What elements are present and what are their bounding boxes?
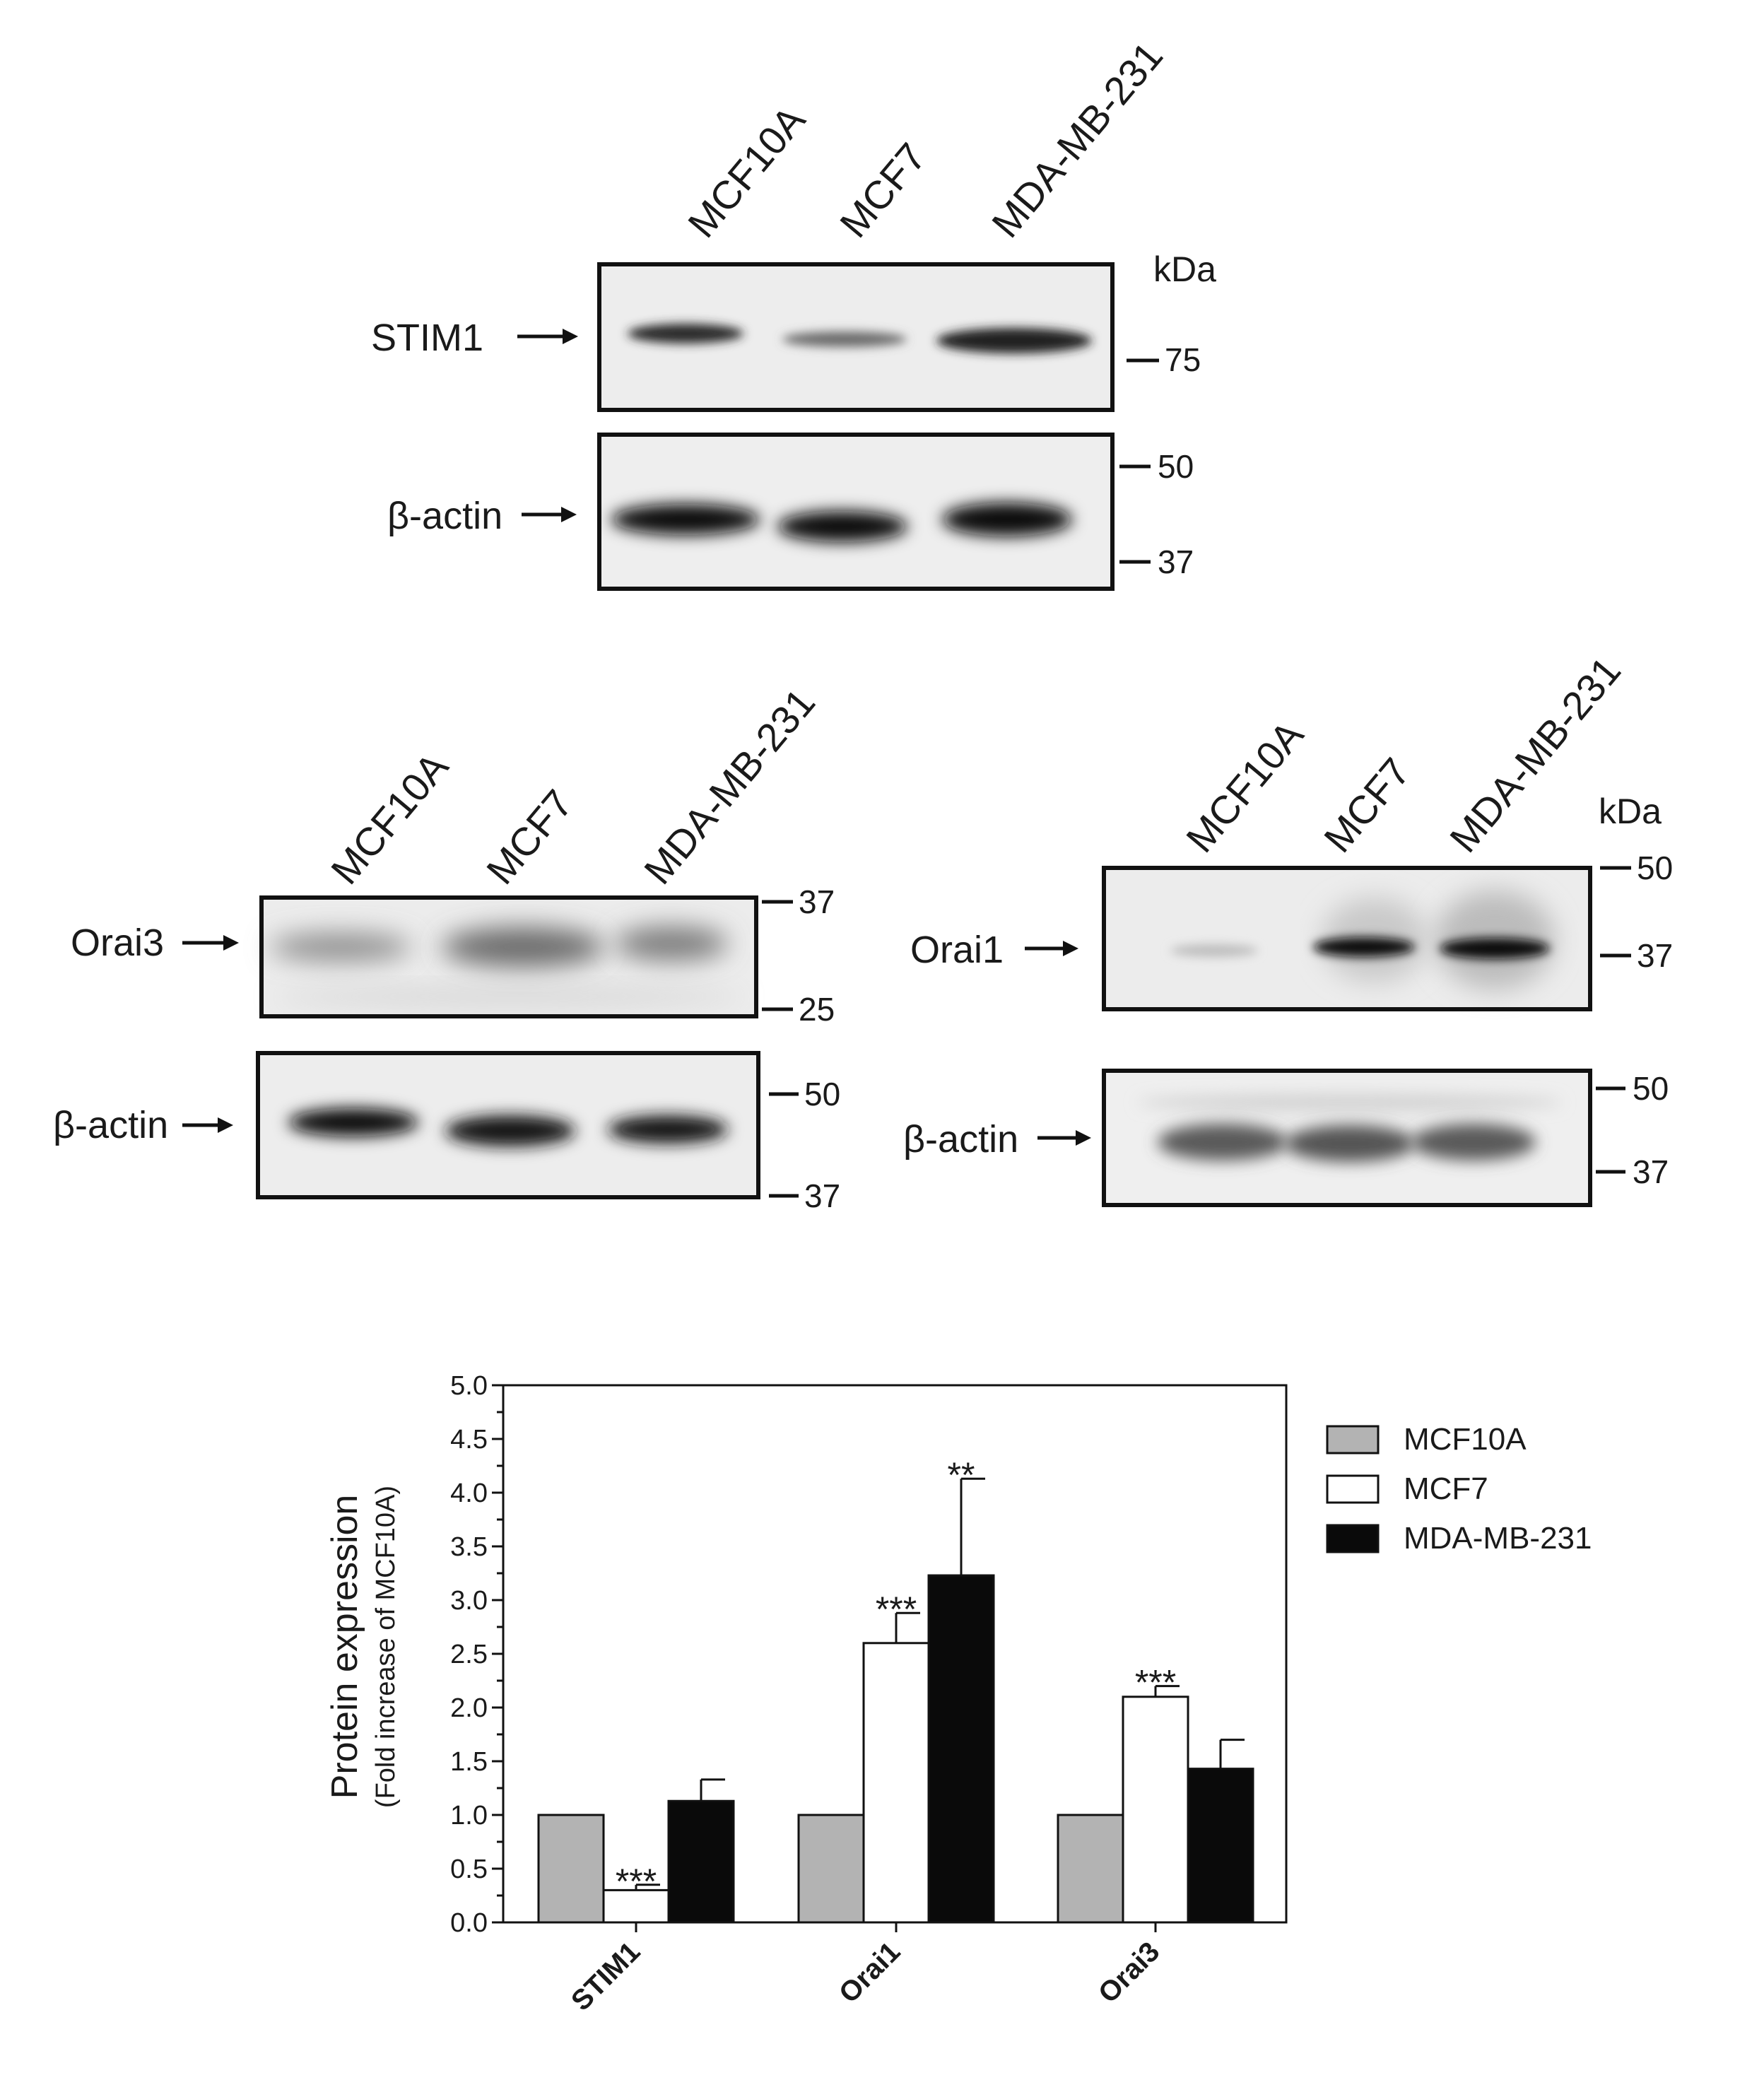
y-tick-label: 1.0: [450, 1801, 488, 1830]
marker-37: 37: [1158, 543, 1194, 580]
bar-mcf10a-stim1: [537, 1814, 605, 1924]
band-orai1-mcf10a: [1170, 944, 1258, 957]
marker-50: 50: [804, 1076, 840, 1112]
legend: MCF10A MCF7 MDA-MB-231: [1326, 1422, 1592, 1556]
y-tick-label: 3.5: [450, 1532, 488, 1562]
lane-label-mcf7: MCF7: [478, 781, 581, 892]
marker-50: 50: [1158, 448, 1194, 485]
y-tick-label: 4.0: [450, 1479, 488, 1508]
band-actin-right-mda: [1411, 1124, 1536, 1160]
legend-label: MDA-MB-231: [1404, 1521, 1592, 1556]
stim1-label: STIM1: [371, 317, 483, 359]
lane-label-mda-mb-231: MDA-MB-231: [983, 33, 1171, 245]
band-actin-top-mcf10a: [611, 504, 760, 535]
lane-label-mcf10a: MCF10A: [1177, 712, 1312, 860]
y-tick-label: 1.5: [450, 1747, 488, 1777]
y-axis-title: Protein expression: [324, 1495, 365, 1799]
arrow-icon: [182, 935, 239, 951]
marker-50: 50: [1637, 850, 1673, 886]
x-tick-label: STIM1: [565, 1936, 646, 2016]
lane-label-mcf7: MCF7: [1315, 749, 1418, 860]
marker-37: 37: [1637, 937, 1673, 974]
significance-label: ***: [1135, 1663, 1176, 1703]
blot-top: MCF10A MCF7 MDA-MB-231 kDa STIM1 75 β-ac…: [371, 33, 1216, 591]
legend-swatch: [1326, 1474, 1380, 1504]
orai1-label: Orai1: [910, 929, 1004, 971]
band-stim1-mda: [936, 328, 1092, 353]
bar-mcf7-orai3: [1122, 1696, 1189, 1924]
actin-label-left: β-actin: [53, 1104, 168, 1146]
legend-label: MCF10A: [1404, 1422, 1527, 1457]
actin-panel-right: [1102, 1069, 1592, 1207]
kda-label: kDa: [1153, 249, 1216, 289]
band-stim1-mcf7: [782, 331, 907, 347]
kda-label: kDa: [1599, 792, 1662, 831]
blot-left: MCF10A MCF7 MDA-MB-231 Orai3 37 25 β-act…: [53, 680, 840, 1214]
orai1-panel: [1102, 866, 1592, 1011]
band-actin-top-mda: [942, 503, 1072, 536]
y-tick-label: 4.5: [450, 1425, 488, 1455]
band-actin-left-mcf7: [445, 1115, 575, 1146]
blot-right: MCF10A MCF7 MDA-MB-231 kDa Orai1 50 37: [903, 648, 1673, 1207]
band-actin-left-mda: [608, 1115, 728, 1144]
band-actin-left-mcf10a: [288, 1108, 418, 1136]
marker-37: 37: [1633, 1153, 1669, 1190]
actin-panel-left: [256, 1051, 760, 1199]
lane-label-mcf10a: MCF10A: [679, 97, 814, 245]
marker-50: 50: [1633, 1070, 1669, 1107]
band-stim1-mcf10a: [628, 324, 743, 343]
marker-37: 37: [799, 883, 835, 920]
band-actin-right-mcf10a: [1158, 1124, 1288, 1160]
actin-label-right: β-actin: [903, 1118, 1018, 1160]
bar-mcf7-orai1: [862, 1642, 930, 1924]
band-actin-right-mcf7: [1285, 1125, 1415, 1162]
x-tick-label: Orai3: [1093, 1936, 1165, 2009]
y-tick-label: 2.5: [450, 1640, 488, 1669]
lane-label-mda-mb-231: MDA-MB-231: [635, 680, 823, 892]
arrow-icon: [182, 1117, 233, 1133]
significance-label: ***: [876, 1589, 917, 1629]
marker-75: 75: [1165, 341, 1201, 378]
orai3-label: Orai3: [71, 922, 164, 964]
band-orai3-mcf7: [442, 927, 604, 967]
legend-swatch: [1326, 1425, 1380, 1455]
arrow-icon: [517, 329, 578, 344]
bar-chart: *********** 0.00.51.01.52.02.53.03.54.04…: [324, 1371, 1592, 2017]
band-actin-top-mcf7: [777, 511, 907, 542]
arrow-icon: [1037, 1130, 1091, 1146]
lane-label-mcf7: MCF7: [831, 134, 934, 245]
legend-swatch: [1326, 1524, 1380, 1553]
y-tick-label: 0.0: [450, 1908, 488, 1938]
significance-label: ***: [616, 1862, 657, 1901]
bar-mcf10a-orai1: [797, 1814, 865, 1924]
orai3-panel: [259, 895, 758, 1018]
actin-label-top: β-actin: [387, 495, 502, 537]
arrow-icon: [522, 507, 577, 522]
actin-panel-top: [597, 433, 1115, 591]
marker-25: 25: [799, 991, 835, 1028]
band-orai1-mcf7: [1313, 937, 1415, 957]
bars-layer: ***********: [537, 1455, 1254, 1924]
bar-mda-mb-231-stim1: [667, 1799, 735, 1924]
lane-label-mcf10a: MCF10A: [322, 744, 457, 892]
y-axis-subtitle: (Fold increase of MCF10A): [371, 1486, 401, 1808]
arrow-icon: [1025, 941, 1078, 956]
marker-37: 37: [804, 1177, 840, 1214]
legend-label: MCF7: [1404, 1471, 1488, 1506]
band-orai1-mda: [1440, 938, 1550, 959]
band-orai3-mda: [615, 927, 728, 960]
y-tick-label: 0.5: [450, 1855, 488, 1884]
bar-mcf10a-orai3: [1057, 1814, 1124, 1924]
x-tick-label: Orai1: [833, 1936, 906, 2009]
bar-mda-mb-231-orai3: [1187, 1768, 1254, 1924]
y-tick-label: 3.0: [450, 1586, 488, 1616]
y-tick-label: 2.0: [450, 1693, 488, 1723]
y-tick-label: 5.0: [450, 1371, 488, 1401]
band-orai3-mcf10a: [270, 933, 411, 961]
significance-label: **: [948, 1455, 975, 1495]
bar-mda-mb-231-orai1: [927, 1574, 995, 1924]
stim1-panel: [597, 262, 1115, 412]
